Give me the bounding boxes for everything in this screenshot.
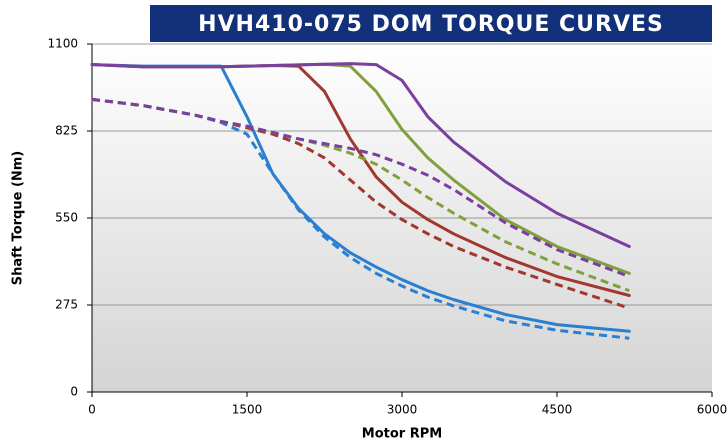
y-axis-label: Shaft Torque (Nm) <box>11 151 26 285</box>
x-tick-label: 4500 <box>542 403 573 417</box>
series-line <box>91 97 630 278</box>
x-axis-label: Motor RPM <box>362 427 442 442</box>
y-tick-label: 550 <box>55 211 78 225</box>
x-tick-label: 3000 <box>387 403 418 417</box>
y-tick-label: 0 <box>70 385 78 399</box>
y-tick-label: 1100 <box>47 37 78 51</box>
chart-title: HVH410-075 DOM TORQUE CURVES <box>198 12 664 37</box>
x-tick-label: 6000 <box>697 403 727 417</box>
x-tick-label: 0 <box>88 403 96 417</box>
title-box <box>150 5 712 42</box>
series-line <box>90 62 631 248</box>
x-tick-label: 1500 <box>232 403 263 417</box>
y-tick-label: 825 <box>55 124 78 138</box>
y-tick-label: 275 <box>55 298 78 312</box>
